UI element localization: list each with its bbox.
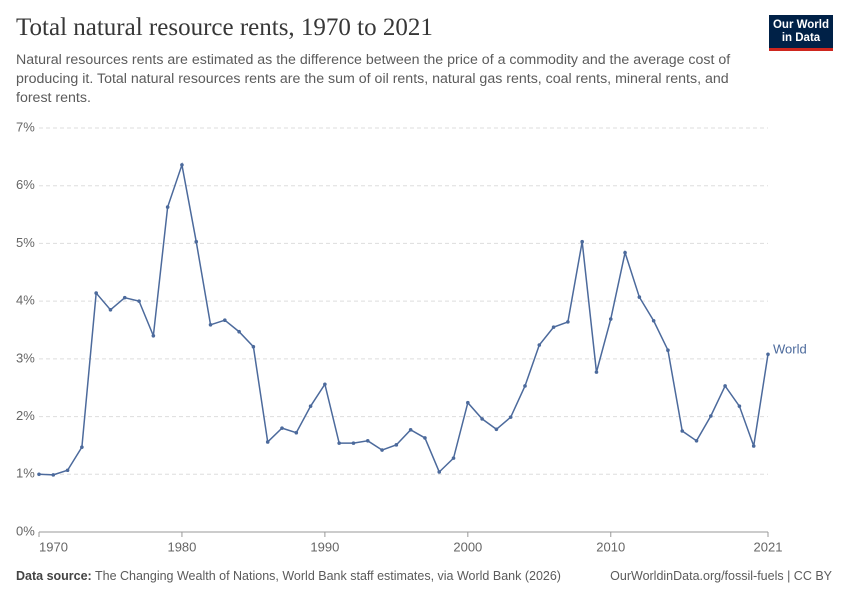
logo-text[interactable]: Our World xyxy=(772,19,829,31)
y-tick-label: 3% xyxy=(16,350,35,365)
point xyxy=(122,295,127,300)
point xyxy=(523,384,527,388)
point xyxy=(223,318,227,322)
point xyxy=(751,444,756,448)
footer-link[interactable]: OurWorldinData.org/fossil-fuels | CC BY xyxy=(610,569,832,583)
point xyxy=(480,417,484,421)
point xyxy=(194,239,199,244)
x-tick-label: 1970 xyxy=(39,539,68,554)
point xyxy=(365,439,370,443)
source-text: The Changing Wealth of Nations, World Ba… xyxy=(94,569,561,583)
y-tick-label: 2% xyxy=(16,408,35,423)
point xyxy=(666,348,670,353)
point xyxy=(709,414,713,418)
source: Data source: The Changing Wealth of Nati… xyxy=(16,569,561,583)
x-tick-label: 1980 xyxy=(167,539,196,554)
point xyxy=(723,384,727,388)
y-tick-label: 6% xyxy=(16,177,35,192)
y-tick-label: 7% xyxy=(16,119,35,134)
point xyxy=(94,291,98,295)
point xyxy=(594,370,599,374)
point xyxy=(151,333,156,338)
logo-text[interactable]: in Data xyxy=(781,32,821,44)
point xyxy=(494,427,499,432)
line xyxy=(38,161,769,476)
chart-subtitle: Natural resources rents are estimated as… xyxy=(16,52,731,106)
x-tick-label: 2000 xyxy=(453,539,482,554)
point xyxy=(165,205,170,209)
point xyxy=(251,344,256,349)
point xyxy=(451,456,456,460)
point xyxy=(337,441,341,445)
point xyxy=(351,441,356,445)
x-tick-label: 2021 xyxy=(754,539,783,554)
point xyxy=(766,352,770,357)
point xyxy=(651,318,656,323)
source-label: Data source: xyxy=(16,569,92,583)
point xyxy=(408,428,413,432)
point xyxy=(180,163,184,167)
point xyxy=(680,429,685,433)
point xyxy=(394,443,399,447)
point xyxy=(423,436,427,440)
point xyxy=(323,382,327,387)
point xyxy=(437,470,442,474)
point xyxy=(694,439,699,443)
point xyxy=(637,295,642,299)
point xyxy=(566,320,570,324)
point xyxy=(737,404,742,408)
chart-title: Total natural resource rents, 1970 to 20… xyxy=(16,14,433,41)
series-label: World xyxy=(773,342,807,357)
point xyxy=(466,400,470,405)
point xyxy=(51,473,56,477)
logo[interactable]: Our World in Data xyxy=(769,15,833,51)
point xyxy=(208,323,213,327)
point xyxy=(37,472,41,477)
point xyxy=(294,430,299,435)
point xyxy=(537,343,542,347)
y-tick-label: 4% xyxy=(16,293,35,308)
chart: 0% 1% 2% 3% 4% 5% 6% 7% 1970 1980 1990 2000 2010 2021… xyxy=(16,119,807,554)
point xyxy=(65,468,70,473)
y-tick-label: 1% xyxy=(16,466,35,481)
x-tick-label: 2010 xyxy=(596,539,625,554)
point xyxy=(80,445,84,449)
point xyxy=(380,448,384,452)
point xyxy=(280,426,284,430)
point xyxy=(508,415,513,419)
point xyxy=(308,404,313,408)
point xyxy=(137,299,141,303)
y-tick-label: 0% xyxy=(16,523,35,538)
point xyxy=(237,329,241,334)
point xyxy=(551,325,556,329)
x-tick-label: 1990 xyxy=(310,539,339,554)
point xyxy=(608,317,613,321)
y-tick-label: 5% xyxy=(16,235,35,250)
point xyxy=(265,440,270,444)
point xyxy=(623,250,627,255)
point xyxy=(108,308,113,312)
point xyxy=(580,239,584,244)
